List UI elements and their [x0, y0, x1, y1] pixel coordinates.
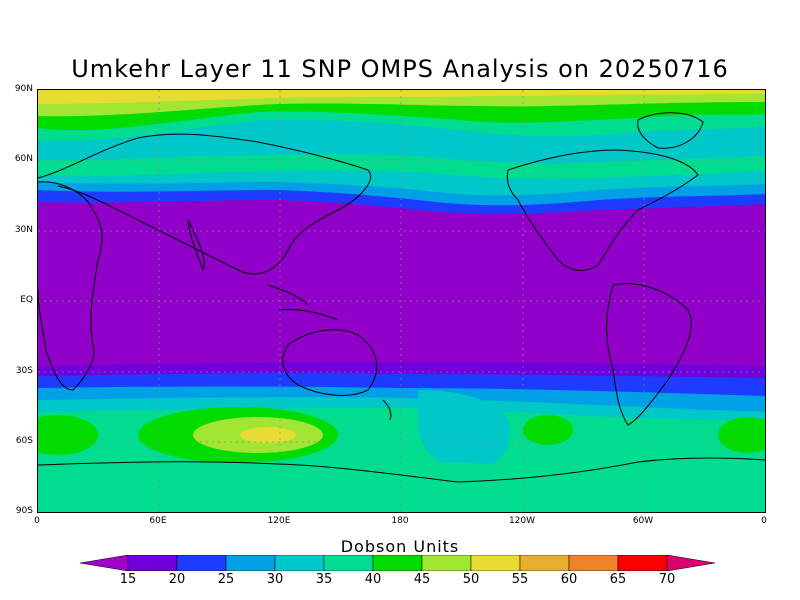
colorbar-left-arrow [80, 555, 129, 571]
colorbar-cell [470, 555, 521, 571]
colorbar-cell [617, 555, 668, 571]
blob-green-mid [523, 415, 573, 445]
colorbar-right-arrow [666, 555, 716, 571]
colorbar-title: Dobson Units [340, 537, 460, 556]
colorbar-cell [274, 555, 325, 571]
colorbar-cell [421, 555, 472, 571]
colorbar-cell [127, 555, 178, 571]
blob-green-se [718, 417, 765, 453]
lat-label-30s: 30S [15, 366, 33, 376]
lon-label-120e: 120E [267, 516, 291, 526]
lat-label-60n: 60N [14, 154, 33, 164]
colorbar-cell [225, 555, 276, 571]
colorbar-cell [323, 555, 374, 571]
lat-label-90s: 90S [15, 506, 33, 516]
lat-label-90n: 90N [14, 84, 33, 94]
blob-cyan-pacific [418, 390, 510, 470]
coastlines [38, 112, 765, 483]
colorbar-tick-label: 20 [168, 572, 186, 587]
colorbar-tick-label: 35 [315, 572, 333, 587]
blob-yellow-s [240, 427, 296, 443]
colorbar-tick-label: 45 [413, 572, 431, 587]
lat-label-eq: EQ [20, 295, 33, 305]
blob-green-sw [38, 415, 98, 455]
colorbar-tick-label: 25 [217, 572, 235, 587]
colorbar-tick-label: 70 [658, 572, 676, 587]
colorbar-tick-label: 60 [560, 572, 578, 587]
colorbar-tick-label: 55 [511, 572, 529, 587]
band-n-55 [38, 90, 765, 104]
colorbar [80, 555, 716, 571]
lon-label-180: 180 [391, 516, 409, 526]
colorbar-tick-label: 15 [119, 572, 137, 587]
band-s-pole [38, 461, 765, 512]
lat-label-30n: 30N [14, 225, 33, 235]
colorbar-cell [176, 555, 227, 571]
lon-label-60w: 60W [632, 516, 654, 526]
map-title: Umkehr Layer 11 SNP OMPS Analysis on 202… [71, 55, 729, 83]
colorbar-cell [519, 555, 570, 571]
colorbar-tick-label: 65 [609, 572, 627, 587]
lon-label-60e: 60E [149, 516, 167, 526]
lon-label-0-right: 0 [761, 516, 767, 526]
lon-label-120w: 120W [508, 516, 536, 526]
lat-label-60s: 60S [15, 436, 33, 446]
ozone-map [37, 89, 766, 513]
band-n-tropic [38, 200, 765, 390]
colorbar-cell [372, 555, 423, 571]
colorbar-cell [568, 555, 619, 571]
colorbar-tick-label: 30 [266, 572, 284, 587]
colorbar-tick-label: 40 [364, 572, 382, 587]
ozone-field-svg [38, 90, 765, 512]
lon-label-0-left: 0 [34, 516, 40, 526]
colorbar-tick-label: 50 [462, 572, 480, 587]
